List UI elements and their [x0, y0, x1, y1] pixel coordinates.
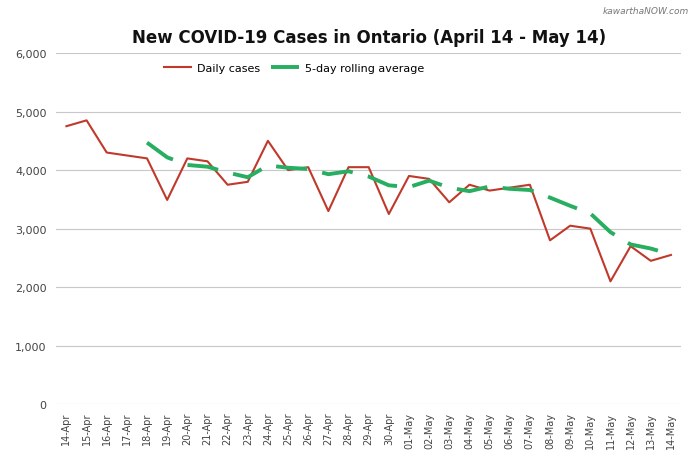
5-day rolling average — [365, 175, 373, 180]
Legend: Daily cases, 5-day rolling average: Daily cases, 5-day rolling average — [159, 59, 428, 78]
Daily cases — [425, 177, 434, 182]
Daily cases — [82, 119, 90, 124]
Daily cases — [143, 156, 151, 162]
Daily cases — [445, 200, 454, 206]
Daily cases — [465, 182, 473, 188]
5-day rolling average — [667, 252, 675, 257]
5-day rolling average — [203, 164, 212, 170]
5-day rolling average — [505, 187, 514, 192]
Text: kawarthaNOW.com: kawarthaNOW.com — [603, 7, 689, 16]
5-day rolling average — [586, 211, 594, 217]
Daily cases — [284, 168, 292, 174]
Daily cases — [62, 124, 70, 130]
Daily cases — [546, 238, 554, 244]
5-day rolling average — [324, 172, 333, 178]
5-day rolling average — [223, 170, 232, 176]
Line: Daily cases: Daily cases — [66, 121, 671, 282]
5-day rolling average — [345, 169, 353, 175]
Daily cases — [304, 165, 313, 170]
5-day rolling average — [626, 242, 635, 248]
5-day rolling average — [385, 183, 393, 189]
Daily cases — [345, 165, 353, 170]
Daily cases — [405, 174, 413, 179]
Daily cases — [505, 186, 514, 191]
Daily cases — [264, 139, 272, 144]
Daily cases — [667, 253, 675, 258]
Daily cases — [365, 165, 373, 170]
Daily cases — [385, 212, 393, 217]
Daily cases — [647, 258, 655, 264]
Daily cases — [203, 159, 212, 165]
5-day rolling average — [183, 163, 191, 169]
Daily cases — [566, 224, 574, 229]
Daily cases — [102, 150, 111, 156]
Daily cases — [183, 156, 191, 162]
Daily cases — [163, 198, 171, 203]
5-day rolling average — [284, 166, 292, 171]
5-day rolling average — [566, 204, 574, 209]
5-day rolling average — [143, 140, 151, 146]
5-day rolling average — [163, 155, 171, 161]
5-day rolling average — [304, 167, 313, 172]
Title: New COVID-19 Cases in Ontario (April 14 - May 14): New COVID-19 Cases in Ontario (April 14 … — [132, 29, 606, 47]
Daily cases — [244, 180, 252, 185]
Daily cases — [626, 244, 635, 250]
5-day rolling average — [525, 188, 534, 194]
Daily cases — [606, 279, 615, 284]
5-day rolling average — [606, 230, 615, 235]
Line: 5-day rolling average: 5-day rolling average — [147, 143, 671, 255]
5-day rolling average — [485, 184, 493, 190]
Daily cases — [122, 153, 131, 159]
Daily cases — [525, 182, 534, 188]
5-day rolling average — [445, 186, 454, 191]
Daily cases — [223, 182, 232, 188]
Daily cases — [586, 226, 594, 232]
5-day rolling average — [264, 163, 272, 169]
5-day rolling average — [647, 246, 655, 252]
Daily cases — [485, 188, 493, 194]
5-day rolling average — [244, 175, 252, 181]
5-day rolling average — [546, 195, 554, 201]
5-day rolling average — [425, 178, 434, 184]
5-day rolling average — [465, 189, 473, 194]
Daily cases — [324, 209, 333, 214]
5-day rolling average — [405, 185, 413, 190]
